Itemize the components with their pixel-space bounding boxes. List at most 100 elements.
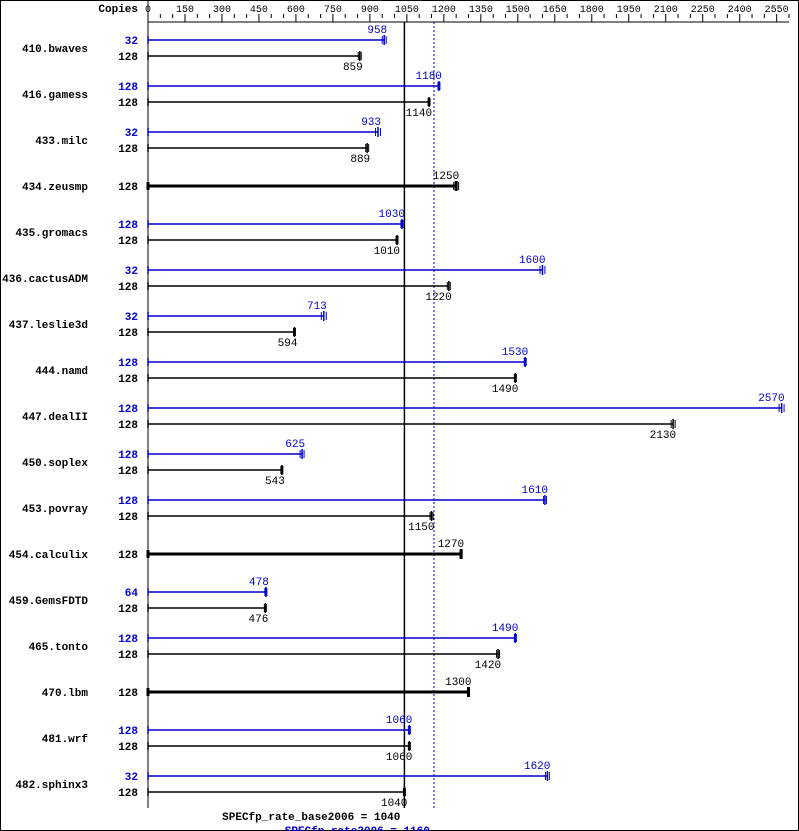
value-label: 543	[265, 476, 285, 488]
value-label: 1250	[433, 171, 459, 183]
copies-label: 128	[118, 82, 138, 94]
benchmark-label: 470.lbm	[42, 688, 89, 700]
benchmark-label: 437.leslie3d	[9, 320, 88, 332]
copies-label: 64	[125, 588, 139, 600]
value-label: 625	[285, 439, 305, 451]
axis-tick-label: 1650	[543, 5, 567, 16]
axis-tick-label: 750	[324, 5, 342, 16]
copies-label: 128	[118, 788, 138, 800]
value-label: 1490	[492, 384, 518, 396]
reference-base-label: SPECfp_rate_base2006 = 1040	[222, 812, 400, 824]
copies-label: 128	[118, 52, 138, 64]
axis-tick-label: 1500	[506, 5, 530, 16]
copies-label: 128	[118, 726, 138, 738]
axis-tick-label: 2400	[728, 5, 752, 16]
benchmark-label: 444.namd	[35, 366, 88, 378]
benchmark-label: 416.gamess	[22, 90, 88, 102]
value-label: 1610	[522, 485, 548, 497]
benchmark-label: 465.tonto	[29, 642, 89, 654]
copies-label: 128	[118, 282, 138, 294]
value-label: 1140	[406, 108, 432, 120]
axis-tick-label: 150	[176, 5, 194, 16]
copies-label: 32	[125, 128, 138, 140]
value-label: 1180	[416, 71, 442, 83]
value-label: 1530	[502, 347, 528, 359]
value-label: 1150	[408, 522, 434, 534]
copies-label: 128	[118, 420, 138, 432]
value-label: 1040	[381, 798, 407, 810]
benchmark-label: 435.gromacs	[15, 228, 88, 240]
value-label: 1490	[492, 623, 518, 635]
copies-label: 128	[118, 496, 138, 508]
axis-tick-label: 1050	[395, 5, 419, 16]
copies-label: 128	[118, 742, 138, 754]
value-label: 478	[249, 577, 269, 589]
benchmark-label: 450.soplex	[22, 458, 88, 470]
benchmark-label: 447.dealII	[22, 412, 88, 424]
copies-label: 32	[125, 772, 138, 784]
value-label: 1620	[524, 761, 550, 773]
value-label: 1300	[445, 677, 471, 689]
copies-label: 128	[118, 358, 138, 370]
axis-tick-label: 600	[287, 5, 305, 16]
value-label: 713	[307, 301, 327, 313]
benchmark-label: 481.wrf	[42, 734, 89, 746]
copies-label: 128	[118, 328, 138, 340]
copies-label: 128	[118, 98, 138, 110]
axis-tick-label: 2550	[765, 5, 789, 16]
axis-tick-label: 900	[361, 5, 379, 16]
copies-label: 128	[118, 404, 138, 416]
copies-header: Copies	[98, 4, 138, 16]
value-label: 1270	[438, 539, 464, 551]
benchmark-label: 453.povray	[22, 504, 88, 516]
value-label: 958	[367, 25, 387, 37]
value-label: 594	[278, 338, 298, 350]
copies-label: 128	[118, 650, 138, 662]
axis-tick-label: 1200	[432, 5, 456, 16]
axis-tick-label: 300	[213, 5, 231, 16]
benchmark-label: 410.bwaves	[22, 44, 88, 56]
value-label: 476	[249, 614, 269, 626]
copies-label: 128	[118, 688, 138, 700]
value-label: 1420	[475, 660, 501, 672]
copies-label: 128	[118, 236, 138, 248]
axis-tick-label: 1800	[580, 5, 604, 16]
value-label: 933	[361, 117, 381, 129]
value-label: 889	[350, 154, 370, 166]
benchmark-label: 434.zeusmp	[22, 182, 88, 194]
copies-label: 128	[118, 604, 138, 616]
axis-tick-label: 2250	[691, 5, 715, 16]
benchmark-label: 454.calculix	[9, 550, 89, 562]
copies-label: 128	[118, 550, 138, 562]
value-label: 1060	[386, 715, 412, 727]
axis-tick-label: 450	[250, 5, 268, 16]
value-label: 2570	[758, 393, 784, 405]
axis-tick-label: 2100	[654, 5, 678, 16]
benchmark-label: 436.cactusADM	[2, 274, 88, 286]
benchmark-label: 459.GemsFDTD	[9, 596, 89, 608]
value-label: 2130	[650, 430, 676, 442]
value-label: 1060	[386, 752, 412, 764]
reference-peak-label: SPECfp_rate2006 = 1160	[285, 826, 430, 831]
copies-label: 128	[118, 450, 138, 462]
spec-chart: 0150300450600750900105012001350150016501…	[0, 0, 799, 831]
copies-label: 128	[118, 634, 138, 646]
copies-label: 32	[125, 312, 138, 324]
copies-label: 128	[118, 374, 138, 386]
copies-label: 128	[118, 144, 138, 156]
axis-tick-label: 1350	[469, 5, 493, 16]
copies-label: 32	[125, 36, 138, 48]
copies-label: 128	[118, 220, 138, 232]
copies-label: 32	[125, 266, 138, 278]
axis-tick-label: 1950	[617, 5, 641, 16]
value-label: 1010	[374, 246, 400, 258]
value-label: 859	[343, 62, 363, 74]
value-label: 1030	[379, 209, 405, 221]
copies-label: 128	[118, 182, 138, 194]
value-label: 1220	[425, 292, 451, 304]
copies-label: 128	[118, 512, 138, 524]
copies-label: 128	[118, 466, 138, 478]
benchmark-label: 433.milc	[35, 136, 88, 148]
benchmark-label: 482.sphinx3	[15, 780, 88, 792]
value-label: 1600	[519, 255, 545, 267]
